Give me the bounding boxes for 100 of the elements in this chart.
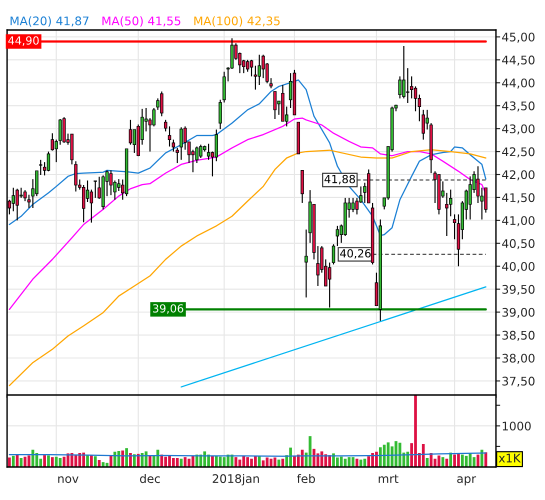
candlestick: [94, 180, 97, 198]
candlestick: [398, 76, 402, 99]
bar: [328, 455, 332, 467]
candlestick: [351, 197, 355, 213]
text: MA(100) 42,35: [194, 16, 280, 27]
bar: [359, 460, 362, 467]
candlestick: [258, 54, 261, 86]
bar: [348, 457, 351, 467]
y-tick-label: 43,50: [502, 101, 535, 112]
x-tick-label: mrt: [378, 474, 398, 483]
candlestick: [300, 170, 304, 204]
line-series: [8, 149, 486, 386]
bar: [289, 448, 292, 467]
bar: [172, 458, 175, 467]
candlestick: [128, 119, 132, 146]
y-tick-label: 38,00: [502, 354, 535, 364]
bar: [308, 436, 312, 467]
candlestick: [109, 170, 113, 196]
y-tick-label: 42,50: [502, 147, 535, 158]
bar: [50, 457, 54, 467]
bar: [270, 458, 272, 467]
candlestick: [445, 192, 448, 237]
bar: [480, 450, 484, 467]
bar: [148, 456, 152, 467]
bar: [125, 448, 128, 467]
bar: [312, 448, 316, 467]
annotation: 39,06: [153, 304, 184, 314]
bar: [20, 458, 23, 467]
bar: [356, 458, 358, 467]
bar: [113, 452, 116, 467]
bar: [110, 455, 112, 467]
y-tick-label: 42,00: [502, 170, 535, 180]
bar: [254, 455, 257, 467]
candlestick: [414, 86, 418, 112]
bar: [394, 441, 398, 467]
candlestick: [199, 144, 202, 159]
bar: [414, 395, 417, 467]
annotation: 40,26: [340, 249, 371, 259]
text: x1K: [498, 454, 521, 462]
bar: [70, 453, 74, 467]
y-tick-label: 44,50: [502, 56, 535, 66]
annotation: 44,90: [8, 36, 39, 46]
y-tick-label: 39,50: [502, 284, 535, 296]
candlestick: [90, 189, 94, 224]
y-tick-label: 38,50: [502, 330, 535, 341]
bar: [246, 457, 250, 467]
candlestick: [180, 126, 183, 160]
text: MA(20) 41,87: [10, 16, 88, 27]
bar: [453, 454, 456, 467]
x-tick-label: feb: [296, 474, 315, 484]
bar: [375, 452, 378, 467]
candlestick: [246, 59, 250, 72]
candlestick: [46, 151, 50, 172]
bar: [47, 455, 50, 467]
candlestick: [12, 187, 15, 212]
bar: [460, 454, 464, 467]
y-tick-label: 44,00: [502, 78, 535, 89]
candlestick: [74, 160, 78, 192]
bar: [352, 457, 354, 467]
bar: [43, 455, 46, 467]
bar: [164, 456, 168, 467]
candlestick: [316, 246, 320, 287]
y-tick-label: 37,50: [502, 376, 535, 387]
y-tick-label: 41,00: [502, 216, 535, 226]
text: MA(50) 41,55: [102, 16, 180, 27]
bar: [28, 455, 30, 467]
bar: [168, 456, 171, 467]
y-tick-label: 40,00: [502, 262, 535, 272]
bar: [184, 457, 187, 467]
bar: [82, 452, 86, 467]
bar: [336, 458, 339, 467]
bar: [211, 456, 214, 467]
bar: [8, 458, 11, 467]
bar: [332, 453, 335, 467]
line-series: [8, 79, 486, 236]
y-tick-label: 39,00: [502, 308, 535, 318]
bar: [316, 453, 320, 467]
bar: [250, 458, 253, 467]
bar: [90, 455, 93, 467]
bar: [214, 456, 218, 467]
candlestick: [336, 225, 340, 247]
candlestick: [328, 262, 332, 308]
candlestick: [160, 90, 164, 117]
bar: [472, 457, 476, 467]
candlestick: [304, 229, 308, 298]
candlestick: [206, 143, 210, 160]
bar: [430, 453, 433, 467]
bar: [441, 457, 444, 467]
bar: [398, 442, 402, 467]
candlestick: [402, 46, 406, 99]
candlestick: [250, 59, 254, 77]
candlestick: [406, 68, 410, 104]
bar: [62, 456, 66, 467]
bar: [207, 454, 210, 467]
annotation: 41,88: [324, 174, 356, 184]
candlestick: [230, 38, 234, 70]
bar: [293, 455, 296, 467]
bar: [371, 453, 374, 467]
candlestick: [16, 188, 19, 221]
candlestick: [168, 126, 172, 148]
